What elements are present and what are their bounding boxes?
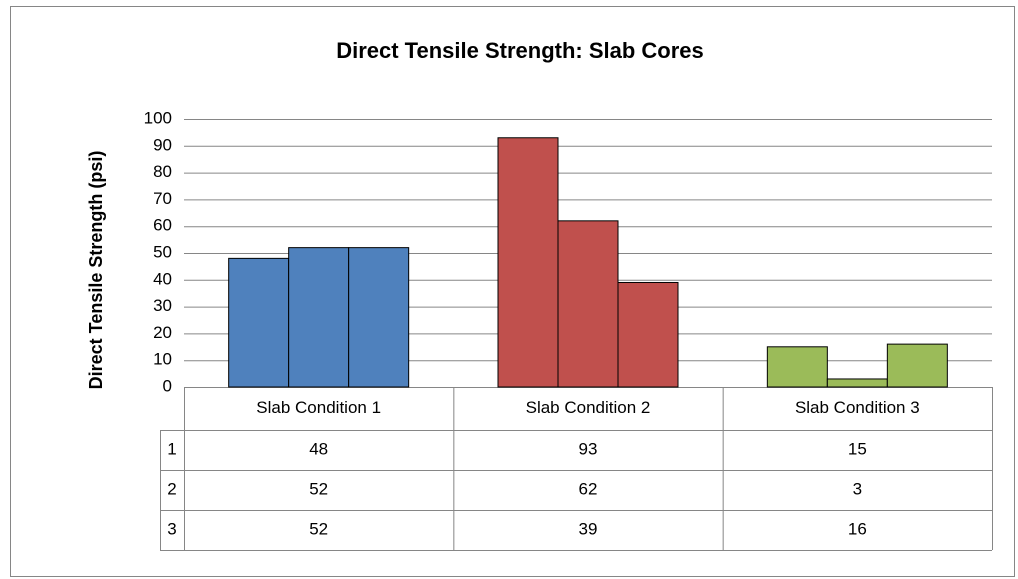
y-axis-label: Direct Tensile Strength (psi) bbox=[86, 151, 106, 390]
bar bbox=[826, 378, 888, 388]
table-value: 15 bbox=[848, 439, 867, 458]
table-value: 39 bbox=[579, 519, 598, 538]
bar bbox=[497, 137, 559, 388]
legend-label: 3 bbox=[167, 519, 176, 538]
chart-title: Direct Tensile Strength: Slab Cores bbox=[336, 38, 704, 63]
y-tick-label: 80 bbox=[153, 162, 172, 181]
table-value: 48 bbox=[309, 439, 328, 458]
bar bbox=[617, 281, 679, 388]
table-value: 3 bbox=[853, 479, 862, 498]
y-tick-label: 0 bbox=[163, 376, 172, 395]
x-tick-label: Slab Condition 3 bbox=[795, 398, 920, 417]
bar bbox=[288, 247, 350, 388]
y-tick-label: 50 bbox=[153, 242, 172, 261]
table-value: 93 bbox=[579, 439, 598, 458]
table-value: 52 bbox=[309, 519, 328, 538]
bar bbox=[348, 247, 410, 388]
y-tick-label: 40 bbox=[153, 269, 172, 288]
bar bbox=[886, 343, 948, 388]
table-value: 16 bbox=[848, 519, 867, 538]
y-tick-label: 100 bbox=[144, 108, 172, 127]
bar bbox=[228, 257, 290, 388]
y-tick-label: 60 bbox=[153, 216, 172, 235]
y-tick-label: 30 bbox=[153, 296, 172, 315]
y-tick-label: 90 bbox=[153, 135, 172, 154]
table-value: 52 bbox=[309, 479, 328, 498]
table-value: 62 bbox=[579, 479, 598, 498]
bar bbox=[766, 346, 828, 388]
y-tick-label: 10 bbox=[153, 350, 172, 369]
x-tick-label: Slab Condition 1 bbox=[256, 398, 381, 417]
y-tick-label: 20 bbox=[153, 323, 172, 342]
legend-label: 1 bbox=[167, 439, 176, 458]
x-tick-label: Slab Condition 2 bbox=[526, 398, 651, 417]
bar bbox=[557, 220, 619, 388]
y-tick-label: 70 bbox=[153, 189, 172, 208]
legend-label: 2 bbox=[167, 479, 176, 498]
